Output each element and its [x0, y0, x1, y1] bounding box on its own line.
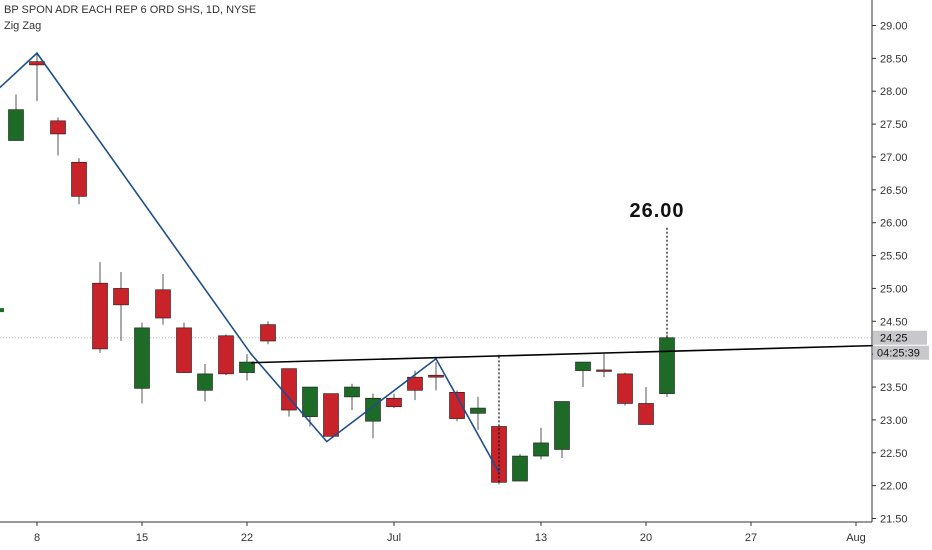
candle-body [617, 373, 633, 404]
symbol-title[interactable]: BP SPON ADR EACH REP 6 ORD SHS, 1D, NYSE [4, 4, 257, 16]
candle [491, 425, 507, 485]
candle [92, 262, 108, 353]
x-tick-label: 22 [241, 532, 253, 544]
y-tick-label: 22.50 [880, 448, 908, 460]
candle-body [71, 161, 87, 197]
candle-body [344, 386, 360, 398]
candle [176, 322, 192, 373]
candle [617, 372, 633, 406]
candle [71, 158, 87, 205]
y-tick-label: 25.00 [880, 283, 908, 295]
y-tick-label: 26.50 [880, 185, 908, 197]
candles-layer [0, 53, 675, 485]
countdown-tag [873, 345, 929, 360]
time-axis[interactable]: 8 15 22 Jul 13 20 27 Aug [0, 521, 872, 544]
candle-body [512, 455, 528, 482]
candle [386, 393, 402, 409]
price-axis[interactable]: 21.5022.0022.5023.0023.5024.0024.5025.00… [871, 0, 929, 526]
last-price-tag [873, 330, 927, 345]
candle-body [29, 61, 45, 66]
y-tick-label: 23.50 [880, 382, 908, 394]
candle-body [260, 324, 276, 342]
x-tick-label: 27 [745, 532, 757, 544]
y-tick-label: 25.50 [880, 251, 908, 263]
candle-body [533, 442, 549, 457]
y-tick-label: 23.00 [880, 415, 908, 427]
y-tick-label: 28.00 [880, 86, 908, 98]
x-tick-label: 8 [34, 532, 40, 544]
candle-body [113, 288, 129, 306]
candle-body [470, 407, 486, 414]
target-label: 26.00 [629, 200, 684, 222]
candle-body [218, 335, 234, 375]
candle [134, 322, 150, 404]
candle-body [449, 391, 465, 419]
candle-body [596, 369, 612, 372]
candle [344, 383, 360, 411]
candle-body [659, 337, 675, 394]
y-tick-label: 27.50 [880, 119, 908, 131]
y-tick-label: 28.50 [880, 53, 908, 65]
trend-line [251, 344, 873, 364]
y-tick-label: 21.50 [880, 514, 908, 526]
zigzag-line [0, 51, 500, 473]
candle [575, 361, 591, 388]
y-tick-label: 22.00 [880, 481, 908, 493]
candle [155, 273, 171, 325]
candle [554, 401, 570, 459]
candle-body [407, 376, 423, 391]
candle [428, 362, 444, 391]
candle [239, 354, 255, 381]
candle [512, 454, 528, 482]
candle [470, 396, 486, 430]
y-tick-label: 26.00 [880, 218, 908, 230]
candle-body [554, 401, 570, 450]
candle [323, 393, 339, 437]
candle-body [323, 393, 339, 437]
candle [281, 368, 297, 417]
candle [8, 94, 24, 141]
candle-body [386, 397, 402, 408]
candle [260, 321, 276, 345]
candle-body [134, 327, 150, 389]
indicator-label[interactable]: Zig Zag [4, 20, 42, 32]
candle [659, 334, 675, 397]
candle [218, 334, 234, 376]
candle-body [302, 386, 318, 417]
y-tick-label: 29.00 [880, 21, 908, 33]
candle [113, 272, 129, 342]
x-tick-label: Aug [846, 532, 866, 544]
candle [365, 393, 381, 439]
overlay-layer: 26.00 [0, 51, 873, 483]
candle [596, 354, 612, 378]
candle [533, 427, 549, 460]
candle-body [638, 403, 654, 425]
countdown-label: 04:25:39 [877, 348, 920, 360]
x-tick-label: 20 [640, 532, 652, 544]
candle-body [428, 374, 444, 378]
y-tick-label: 27.00 [880, 152, 908, 164]
candle [302, 386, 318, 427]
candle-body [575, 361, 591, 371]
candle-body [155, 289, 171, 319]
candle-body [239, 361, 255, 373]
candle-body [197, 373, 213, 391]
candle [638, 387, 654, 425]
x-tick-label: 13 [535, 532, 547, 544]
last-price-label: 24.25 [880, 333, 908, 345]
candle [197, 364, 213, 402]
candle-body [50, 120, 66, 135]
y-tick-label: 24.50 [880, 316, 908, 328]
partial-candle-mark [0, 308, 4, 313]
candle-body [92, 282, 108, 350]
candle-body [176, 327, 192, 373]
candle [50, 117, 66, 156]
candle-body [8, 109, 24, 141]
x-tick-label: Jul [387, 532, 401, 544]
x-tick-label: 15 [136, 532, 148, 544]
